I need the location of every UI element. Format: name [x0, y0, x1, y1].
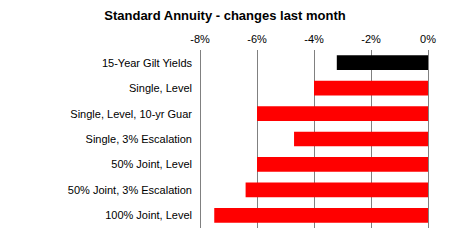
svg-text:-6%: -6%: [247, 33, 267, 45]
svg-text:-8%: -8%: [190, 33, 210, 45]
svg-text:Standard Annuity - changes las: Standard Annuity - changes last month: [104, 8, 346, 23]
svg-text:15-Year Gilt Yields: 15-Year Gilt Yields: [102, 57, 193, 69]
svg-text:Single, 3% Escalation: Single, 3% Escalation: [86, 133, 192, 145]
svg-text:-4%: -4%: [304, 33, 324, 45]
svg-text:Single, Level: Single, Level: [129, 82, 192, 94]
svg-text:100% Joint, Level: 100% Joint, Level: [105, 209, 192, 221]
svg-text:0%: 0%: [420, 33, 436, 45]
svg-text:50% Joint, 3% Escalation: 50% Joint, 3% Escalation: [68, 184, 192, 196]
svg-text:-2%: -2%: [361, 33, 381, 45]
svg-text:Single, Level, 10-yr Guar: Single, Level, 10-yr Guar: [70, 108, 192, 120]
svg-text:50% Joint, Level: 50% Joint, Level: [111, 158, 192, 170]
